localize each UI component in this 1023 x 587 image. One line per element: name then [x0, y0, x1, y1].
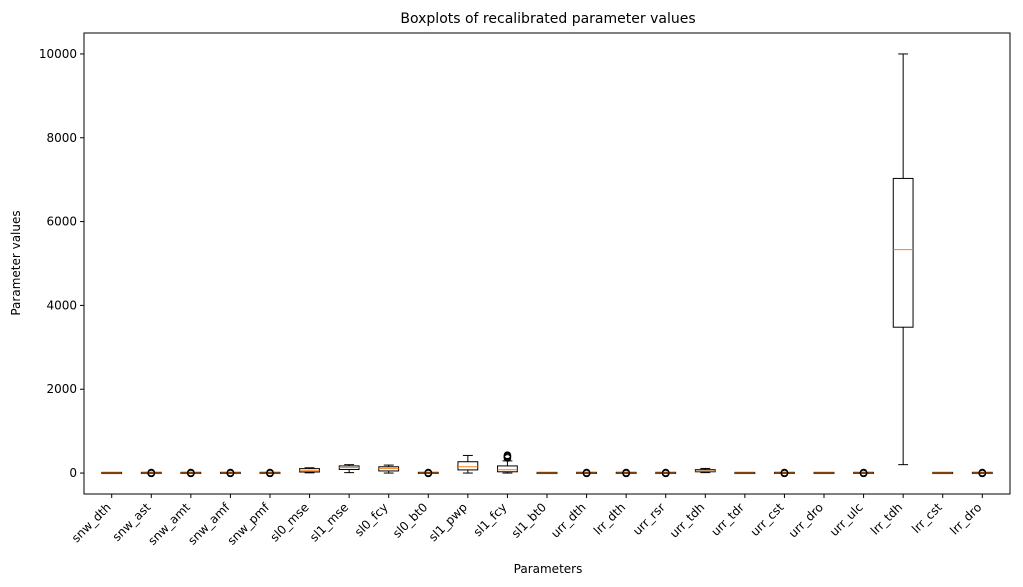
box-urr_ulc	[853, 468, 874, 478]
x-tick-label: sl1_fcy	[471, 500, 510, 539]
box-lrr_dth	[615, 468, 637, 478]
box-sl0_mse	[299, 467, 320, 474]
y-tick-label: 6000	[46, 215, 77, 229]
x-tick-label: urr_dro	[786, 500, 826, 540]
y-tick-label: 2000	[46, 382, 77, 396]
x-tick-label: sl0_fcy	[352, 500, 391, 539]
x-tick-label: urr_cst	[748, 500, 787, 539]
box-snw_amt	[180, 468, 202, 478]
box-iqr	[892, 177, 914, 328]
box-urr_tdr	[734, 471, 756, 475]
x-tick-label: snw_dth	[69, 500, 114, 545]
box-snw_dth	[101, 471, 123, 475]
x-tick-label: sl1_pwp	[426, 500, 470, 544]
x-tick-label: lrr_cst	[909, 500, 945, 536]
box-lrr_dro	[971, 468, 993, 478]
outlier-point	[978, 468, 987, 477]
box-sl1_mse	[338, 464, 360, 474]
box-urr_dro	[813, 471, 835, 475]
box-sl1_fcy	[497, 451, 518, 474]
box-urr_cst	[774, 468, 795, 478]
outlier-point	[187, 468, 195, 477]
box-lrr_tdh	[892, 53, 914, 466]
outlier-point	[582, 468, 591, 477]
x-tick-label: snw_pmf	[225, 500, 273, 548]
outlier-point	[622, 468, 630, 477]
y-axis-label: Parameter values	[9, 210, 23, 315]
outlier-point	[859, 468, 868, 477]
x-axis-label: Parameters	[514, 562, 583, 576]
x-tick-label: lrr_dro	[947, 500, 984, 537]
outlier-point	[147, 468, 156, 477]
x-tick-label: sl0_bt0	[390, 500, 430, 540]
y-tick-label: 8000	[46, 131, 77, 145]
plot-area	[101, 53, 993, 478]
x-tick-label: sl0_mse	[267, 500, 311, 544]
x-tick-label: lrr_tdh	[868, 500, 905, 537]
x-tick-label: urr_rsr	[630, 500, 668, 538]
x-tick-label: snw_amt	[145, 500, 193, 548]
x-tick-label: urr_tdr	[708, 500, 747, 539]
box-iqr	[457, 461, 479, 471]
x-tick-label: lrr_dth	[591, 500, 628, 537]
axes-frame	[83, 32, 1011, 495]
box-sl0_bt0	[417, 468, 439, 478]
box-snw_ast	[140, 468, 162, 478]
outlier-point	[226, 468, 235, 477]
box-sl1_bt0	[536, 471, 558, 475]
outlier-point	[503, 451, 512, 460]
x-tick-label: urr_tdh	[667, 500, 707, 540]
x-tick-label: urr_ulc	[827, 500, 866, 539]
chart-title: Boxplots of recalibrated parameter value…	[400, 11, 695, 27]
box-lrr_cst	[932, 471, 954, 475]
outlier-point	[661, 468, 670, 477]
outlier-point	[424, 468, 433, 477]
box-snw_amf	[220, 468, 241, 478]
y-tick-label: 0	[69, 466, 77, 480]
box-iqr	[497, 465, 518, 473]
x-tick-label: sl1_bt0	[509, 500, 549, 540]
y-tick-label: 10000	[39, 47, 77, 61]
x-axis: snw_dthsnw_astsnw_amtsnw_amfsnw_pmfsl0_m…	[69, 494, 984, 548]
box-snw_pmf	[259, 468, 281, 478]
x-tick-label: sl1_mse	[307, 500, 351, 544]
box-urr_tdh	[694, 467, 716, 474]
x-tick-label: urr_dth	[548, 500, 588, 540]
box-urr_rsr	[655, 468, 677, 478]
box-sl1_pwp	[457, 454, 479, 474]
box-sl0_fcy	[378, 464, 400, 474]
outlier-point	[780, 468, 789, 477]
box-urr_dth	[576, 468, 597, 478]
y-tick-label: 4000	[46, 298, 77, 312]
outlier-point	[266, 468, 274, 477]
y-axis: 0 2000 4000 6000 8000 10000	[39, 47, 84, 480]
